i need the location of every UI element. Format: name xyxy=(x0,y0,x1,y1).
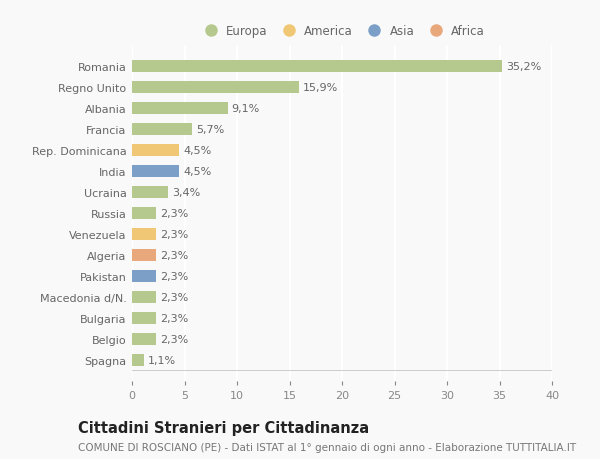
Text: 2,3%: 2,3% xyxy=(160,208,188,218)
Bar xyxy=(132,187,168,198)
Text: Cittadini Stranieri per Cittadinanza: Cittadini Stranieri per Cittadinanza xyxy=(78,420,369,435)
Bar xyxy=(132,124,192,135)
Text: 4,5%: 4,5% xyxy=(184,146,212,156)
Text: 2,3%: 2,3% xyxy=(160,292,188,302)
Text: 3,4%: 3,4% xyxy=(172,188,200,197)
Bar xyxy=(132,250,156,261)
Text: 15,9%: 15,9% xyxy=(303,83,338,93)
Text: 2,3%: 2,3% xyxy=(160,250,188,260)
Text: 2,3%: 2,3% xyxy=(160,230,188,239)
Bar xyxy=(132,354,143,366)
Bar xyxy=(132,61,502,73)
Bar xyxy=(132,229,156,240)
Text: 4,5%: 4,5% xyxy=(184,167,212,177)
Text: COMUNE DI ROSCIANO (PE) - Dati ISTAT al 1° gennaio di ogni anno - Elaborazione T: COMUNE DI ROSCIANO (PE) - Dati ISTAT al … xyxy=(78,442,576,452)
Text: 9,1%: 9,1% xyxy=(232,104,260,114)
Bar xyxy=(132,103,227,114)
Bar xyxy=(132,145,179,157)
Legend: Europa, America, Asia, Africa: Europa, America, Asia, Africa xyxy=(194,20,490,42)
Text: 2,3%: 2,3% xyxy=(160,334,188,344)
Text: 1,1%: 1,1% xyxy=(148,355,176,365)
Text: 2,3%: 2,3% xyxy=(160,313,188,323)
Bar xyxy=(132,270,156,282)
Bar xyxy=(132,82,299,94)
Bar xyxy=(132,313,156,324)
Bar xyxy=(132,291,156,303)
Text: 35,2%: 35,2% xyxy=(506,62,541,72)
Bar xyxy=(132,333,156,345)
Bar xyxy=(132,166,179,177)
Text: 2,3%: 2,3% xyxy=(160,271,188,281)
Text: 5,7%: 5,7% xyxy=(196,125,224,134)
Bar xyxy=(132,207,156,219)
